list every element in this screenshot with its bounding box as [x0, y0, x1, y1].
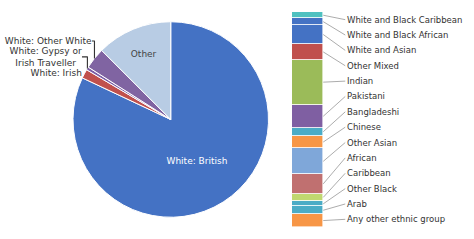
svg-text:Any other ethnic group: Any other ethnic group [347, 214, 445, 224]
svg-text:White: British: White: British [167, 156, 228, 166]
svg-text:White and Black African: White and Black African [347, 30, 448, 40]
svg-text:African: African [347, 153, 377, 163]
svg-text:White and Asian: White and Asian [347, 45, 416, 55]
svg-text:White: Other White: White: Other White [5, 36, 92, 46]
svg-text:White: Gypsy orIrish Traveller: White: Gypsy orIrish Traveller [10, 46, 82, 68]
svg-text:Other: Other [131, 49, 157, 59]
svg-text:Bangladeshi: Bangladeshi [347, 107, 399, 117]
svg-text:White and Black Caribbean: White and Black Caribbean [347, 15, 462, 25]
svg-text:Other Asian: Other Asian [347, 138, 397, 148]
svg-text:Caribbean: Caribbean [347, 168, 391, 178]
svg-text:White: Irish: White: Irish [31, 68, 82, 78]
svg-text:Other Black: Other Black [347, 184, 397, 194]
svg-text:Indian: Indian [347, 76, 373, 86]
svg-text:Other Mixed: Other Mixed [347, 61, 399, 71]
svg-text:Pakistani: Pakistani [347, 91, 385, 101]
svg-text:Chinese: Chinese [347, 122, 381, 132]
svg-text:Arab: Arab [347, 199, 367, 209]
